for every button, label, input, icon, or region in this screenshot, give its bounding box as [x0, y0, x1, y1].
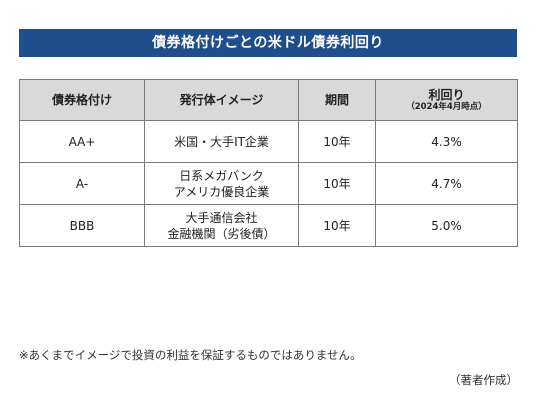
- cell-issuer: 日系メガバンク アメリカ優良企業: [144, 162, 299, 205]
- cell-term: 10年: [298, 162, 376, 205]
- cell-issuer-line: 日系メガバンク: [179, 168, 264, 183]
- header-yield-note: （2024年4月時点）: [406, 101, 487, 112]
- cell-rating: AA+: [19, 120, 145, 163]
- table-row: AA+ 米国・大手IT企業 10年 4.3%: [19, 120, 518, 163]
- cell-yield: 4.7%: [375, 162, 518, 205]
- cell-issuer-line: アメリカ優良企業: [173, 184, 270, 199]
- source-credit: （著者作成）: [449, 373, 518, 387]
- header-term: 期間: [298, 79, 376, 121]
- cell-yield: 4.3%: [375, 120, 518, 163]
- table-row: A- 日系メガバンク アメリカ優良企業 10年 4.7%: [19, 162, 518, 205]
- disclaimer-footnote: ※あくまでイメージで投資の利益を保証するものではありません。: [19, 348, 362, 362]
- cell-yield: 5.0%: [375, 204, 518, 247]
- cell-rating: BBB: [19, 204, 145, 247]
- table-header-row: 債券格付け 発行体イメージ 期間 利回り （2024年4月時点）: [19, 79, 518, 121]
- header-rating: 債券格付け: [19, 79, 145, 121]
- cell-issuer-line: 金融機関（劣後債）: [167, 226, 276, 241]
- header-yield: 利回り （2024年4月時点）: [375, 79, 518, 121]
- cell-issuer-line: 米国・大手IT企業: [174, 134, 269, 149]
- cell-issuer: 米国・大手IT企業: [144, 120, 299, 163]
- cell-issuer: 大手通信会社 金融機関（劣後債）: [144, 204, 299, 247]
- cell-issuer-line: 大手通信会社: [185, 210, 258, 225]
- table-title: 債券格付けごとの米ドル債券利回り: [19, 29, 517, 57]
- cell-term: 10年: [298, 120, 376, 163]
- header-issuer: 発行体イメージ: [144, 79, 299, 121]
- cell-term: 10年: [298, 204, 376, 247]
- header-yield-label: 利回り: [428, 87, 465, 102]
- cell-rating: A-: [19, 162, 145, 205]
- table-row: BBB 大手通信会社 金融機関（劣後債） 10年 5.0%: [19, 204, 518, 247]
- bond-yield-table: 債券格付け 発行体イメージ 期間 利回り （2024年4月時点） AA+ 米国・…: [19, 79, 518, 247]
